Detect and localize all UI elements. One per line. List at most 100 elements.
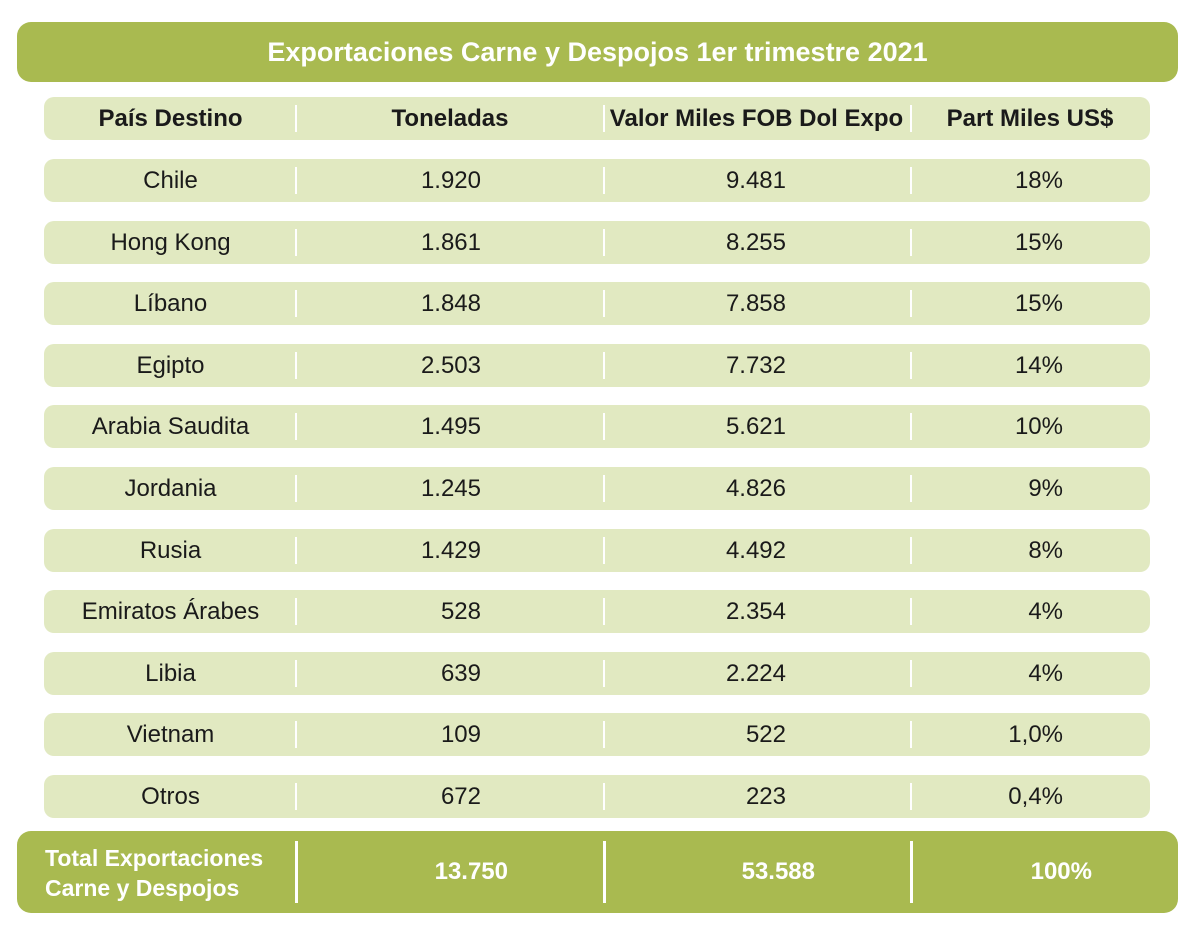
column-divider bbox=[295, 105, 297, 132]
column-divider bbox=[603, 290, 605, 317]
column-divider bbox=[295, 229, 297, 256]
cell-valor: 7.732 bbox=[725, 351, 786, 379]
header-toneladas: Toneladas bbox=[391, 104, 509, 132]
cell-part: 15% bbox=[1014, 228, 1063, 256]
column-divider bbox=[603, 167, 605, 194]
cell-part: 0,4% bbox=[1008, 782, 1063, 810]
cell-valor: 8.255 bbox=[725, 228, 786, 256]
table-row: Líbano 1.848 7.858 15% bbox=[44, 282, 1150, 325]
column-divider bbox=[910, 167, 912, 194]
cell-pais: Jordania bbox=[124, 474, 217, 502]
cell-valor: 4.826 bbox=[725, 474, 786, 502]
table-row: Hong Kong 1.861 8.255 15% bbox=[44, 221, 1150, 264]
cell-valor: 2.224 bbox=[725, 659, 786, 687]
column-divider bbox=[603, 721, 605, 748]
cell-valor: 522 bbox=[745, 720, 786, 748]
cell-pais: Chile bbox=[143, 166, 198, 194]
cell-part: 4% bbox=[1028, 597, 1063, 625]
column-divider bbox=[295, 167, 297, 194]
header-valor-fob: Valor Miles FOB Dol Expo bbox=[609, 104, 904, 132]
column-divider bbox=[910, 290, 912, 317]
column-divider bbox=[295, 352, 297, 379]
table-header-row: País Destino Toneladas Valor Miles FOB D… bbox=[44, 97, 1150, 140]
column-divider bbox=[910, 475, 912, 502]
cell-valor: 223 bbox=[745, 782, 786, 810]
table-row: Emiratos Árabes 528 2.354 4% bbox=[44, 590, 1150, 633]
cell-toneladas: 1.495 bbox=[420, 412, 481, 440]
column-divider bbox=[910, 660, 912, 687]
table-row: Egipto 2.503 7.732 14% bbox=[44, 344, 1150, 387]
cell-part: 4% bbox=[1028, 659, 1063, 687]
cell-valor: 5.621 bbox=[725, 412, 786, 440]
column-divider bbox=[603, 105, 605, 132]
cell-toneladas: 1.245 bbox=[420, 474, 481, 502]
column-divider bbox=[295, 783, 297, 810]
cell-pais: Libia bbox=[145, 659, 196, 687]
column-divider bbox=[295, 660, 297, 687]
column-divider bbox=[603, 783, 605, 810]
cell-pais: Vietnam bbox=[126, 720, 215, 748]
total-valor: 53.588 bbox=[741, 858, 815, 885]
cell-pais: Hong Kong bbox=[110, 228, 231, 256]
column-divider bbox=[910, 413, 912, 440]
column-divider bbox=[295, 598, 297, 625]
column-divider bbox=[603, 598, 605, 625]
cell-part: 1,0% bbox=[1008, 720, 1063, 748]
cell-valor: 9.481 bbox=[725, 166, 786, 194]
column-divider bbox=[910, 537, 912, 564]
column-divider bbox=[603, 352, 605, 379]
column-divider bbox=[910, 352, 912, 379]
column-divider bbox=[603, 413, 605, 440]
cell-part: 9% bbox=[1028, 474, 1063, 502]
cell-pais: Arabia Saudita bbox=[91, 412, 250, 440]
cell-pais: Otros bbox=[141, 782, 200, 810]
cell-pais: Rusia bbox=[139, 536, 202, 564]
column-divider bbox=[295, 475, 297, 502]
column-divider bbox=[603, 660, 605, 687]
column-divider bbox=[603, 537, 605, 564]
total-label-line2: Carne y Despojos bbox=[45, 875, 240, 901]
cell-valor: 7.858 bbox=[725, 289, 786, 317]
column-divider bbox=[910, 841, 913, 903]
total-part: 100% bbox=[1030, 858, 1092, 885]
table-row: Vietnam 109 522 1,0% bbox=[44, 713, 1150, 756]
cell-part: 10% bbox=[1014, 412, 1063, 440]
cell-part: 8% bbox=[1028, 536, 1063, 564]
table-row: Rusia 1.429 4.492 8% bbox=[44, 529, 1150, 572]
cell-part: 18% bbox=[1014, 166, 1063, 194]
table-row: Jordania 1.245 4.826 9% bbox=[44, 467, 1150, 510]
cell-part: 14% bbox=[1014, 351, 1063, 379]
total-label-line1: Total Exportaciones bbox=[45, 845, 264, 871]
total-toneladas: 13.750 bbox=[434, 858, 508, 885]
cell-valor: 4.492 bbox=[725, 536, 786, 564]
cell-toneladas: 2.503 bbox=[420, 351, 481, 379]
cell-toneladas: 1.429 bbox=[420, 536, 481, 564]
column-divider bbox=[910, 105, 912, 132]
table-row: Arabia Saudita 1.495 5.621 10% bbox=[44, 405, 1150, 448]
cell-toneladas: 1.861 bbox=[420, 228, 481, 256]
cell-pais: Líbano bbox=[133, 289, 208, 317]
table-row: Libia 639 2.224 4% bbox=[44, 652, 1150, 695]
column-divider bbox=[910, 783, 912, 810]
cell-valor: 2.354 bbox=[725, 597, 786, 625]
cell-toneladas: 672 bbox=[440, 782, 481, 810]
column-divider bbox=[295, 841, 298, 903]
cell-toneladas: 528 bbox=[440, 597, 481, 625]
cell-pais: Emiratos Árabes bbox=[81, 597, 260, 625]
column-divider bbox=[910, 598, 912, 625]
column-divider bbox=[910, 229, 912, 256]
cell-part: 15% bbox=[1014, 289, 1063, 317]
table-row: Chile 1.920 9.481 18% bbox=[44, 159, 1150, 202]
column-divider bbox=[603, 841, 606, 903]
column-divider bbox=[295, 721, 297, 748]
table-title: Exportaciones Carne y Despojos 1er trime… bbox=[17, 22, 1178, 82]
header-part-miles: Part Miles US$ bbox=[946, 104, 1114, 132]
total-label: Total Exportaciones Carne y Despojos bbox=[45, 843, 263, 903]
column-divider bbox=[295, 290, 297, 317]
column-divider bbox=[295, 537, 297, 564]
column-divider bbox=[603, 229, 605, 256]
cell-toneladas: 109 bbox=[440, 720, 481, 748]
cell-toneladas: 1.920 bbox=[420, 166, 481, 194]
column-divider bbox=[295, 413, 297, 440]
table-row: Otros 672 223 0,4% bbox=[44, 775, 1150, 818]
